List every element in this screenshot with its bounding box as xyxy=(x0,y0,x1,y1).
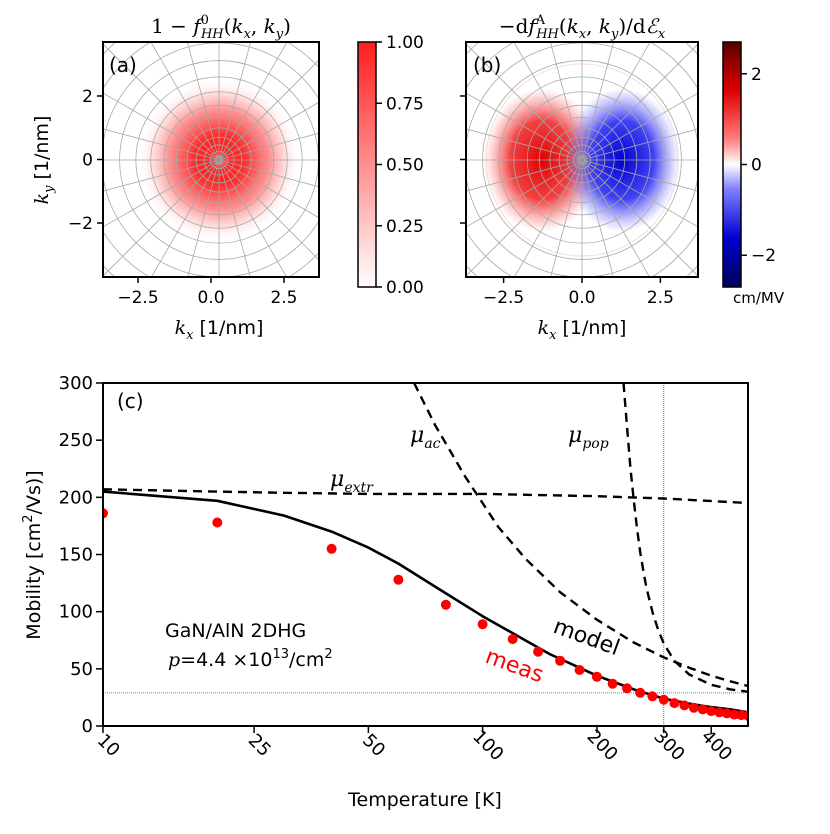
meas-point xyxy=(212,517,223,528)
x-tick-label: 300 xyxy=(650,726,689,765)
panel-a-title: 1 − f0 HH(kx, ky) xyxy=(151,13,291,42)
x-tick-label: 10 xyxy=(93,730,124,761)
y-tick-label: 0 xyxy=(82,151,93,171)
meas-point xyxy=(658,694,669,705)
meas-point xyxy=(679,700,690,711)
y-tick-label: 200 xyxy=(59,487,93,508)
meas-point xyxy=(591,671,602,682)
panel-c: (c) 10 25 50 100 200 300 400050100150200250300… xyxy=(21,373,749,811)
x-tick-label: 200 xyxy=(583,726,622,765)
meas-point xyxy=(103,508,108,519)
y-tick-label: 0 xyxy=(82,716,93,737)
panel-b-title: −dfA HH(kx, ky)/dℰx xyxy=(499,13,666,42)
panel-b-ticks: −2.5 0.0 2.5 xyxy=(460,95,674,308)
x-tick-label: 25 xyxy=(244,730,275,761)
y-tick-label: 50 xyxy=(70,659,93,680)
y-tick-label: 2 xyxy=(82,87,93,107)
label-mu-extr: μextr xyxy=(330,467,374,496)
y-tick-label: 100 xyxy=(59,602,93,623)
label-mu-ac: μac xyxy=(410,423,441,452)
meas-point xyxy=(607,678,618,689)
meas-point xyxy=(647,691,658,702)
meas-point xyxy=(440,599,451,610)
meas-point xyxy=(477,619,488,630)
x-tick-label: 100 xyxy=(468,726,507,765)
colorbar-tick-label: 1.00 xyxy=(386,33,424,53)
panel-b-label: (b) xyxy=(473,53,501,77)
model-line xyxy=(103,490,748,714)
polar-grid-b xyxy=(466,42,698,277)
meas-point xyxy=(326,543,337,554)
colorbar-a-ticks: 0.00 0.25 0.50 0.75 1.00 xyxy=(376,33,424,298)
meas-point xyxy=(721,708,732,719)
meas-point xyxy=(622,683,632,694)
label-mu-pop: μpop xyxy=(568,423,609,452)
meas-point xyxy=(669,698,680,709)
colorbar-b-ticks: −2 0 2 xyxy=(741,65,776,266)
colorbar-tick-label: 0.50 xyxy=(386,156,424,176)
meas-point xyxy=(393,574,404,585)
panel-b: −dfA HH(kx, ky)/dℰx (b) −2.5 0.0 2.5 kx [1/… xyxy=(460,13,785,343)
panel-a-ylabel: ky [1/nm] xyxy=(31,116,57,205)
mu_pop-line xyxy=(622,383,748,693)
x-tick-label: −2.5 xyxy=(117,288,158,308)
meas-point xyxy=(688,702,699,713)
meas-point xyxy=(574,665,585,675)
y-tick-label: 150 xyxy=(59,545,93,566)
meas-point xyxy=(743,710,748,721)
y-tick-label: 300 xyxy=(59,373,93,394)
panel-c-frame xyxy=(102,382,749,727)
panel-a: 1 − f0 HH(kx, ky) (a) −2.5 0.0 2.5 −2 0 2 kx [… xyxy=(31,13,424,343)
panel-b-xlabel: kx [1/nm] xyxy=(538,317,627,343)
panel-c-label: (c) xyxy=(117,389,144,413)
colorbar-b xyxy=(722,41,742,288)
mu_extr-line xyxy=(103,488,748,505)
mu_ac-line xyxy=(413,383,748,688)
colorbar-tick-label: 0.75 xyxy=(386,94,424,114)
x-tick-label: 2.5 xyxy=(270,288,297,308)
colorbar-tick-label: 0.25 xyxy=(386,217,424,237)
colorbar-tick-label: 0.00 xyxy=(386,278,424,298)
meas-point xyxy=(706,706,717,717)
panel-c-xlabel: Temperature [K] xyxy=(347,789,502,811)
sample-density: p=4.4 ×1013/cm2 xyxy=(168,647,333,671)
colorbar-b-unit: cm/MV xyxy=(733,289,785,307)
meas-point xyxy=(697,704,708,715)
x-tick-label: 2.5 xyxy=(647,288,674,308)
y-tick-label: −2 xyxy=(68,214,93,234)
colorbar-tick-label: 2 xyxy=(751,65,762,85)
x-tick-label: 0.0 xyxy=(197,288,224,308)
colorbar-a xyxy=(357,41,377,288)
x-tick-label: −2.5 xyxy=(483,288,524,308)
y-tick-label: 250 xyxy=(59,430,93,451)
label-model: model xyxy=(550,614,623,661)
meas-point xyxy=(714,707,725,718)
panel-a-ticks: −2.5 0.0 2.5 −2 0 2 xyxy=(68,87,298,308)
meas-point xyxy=(533,646,544,657)
meas-point xyxy=(507,634,518,645)
x-tick-label: 400 xyxy=(697,726,736,765)
x-tick-label: 0.0 xyxy=(568,288,595,308)
meas-point xyxy=(555,655,566,666)
panel-a-xlabel: kx [1/nm] xyxy=(175,317,264,343)
colorbar-tick-label: 0 xyxy=(751,156,762,176)
panel-a-label: (a) xyxy=(109,53,137,77)
colorbar-tick-label: −2 xyxy=(751,246,776,266)
panel-c-ylabel: Mobility [cm2/Vs)] xyxy=(21,470,45,639)
sample-name: GaN/AlN 2DHG xyxy=(165,620,306,642)
meas-point xyxy=(635,687,646,698)
x-tick-label: 50 xyxy=(358,730,389,761)
